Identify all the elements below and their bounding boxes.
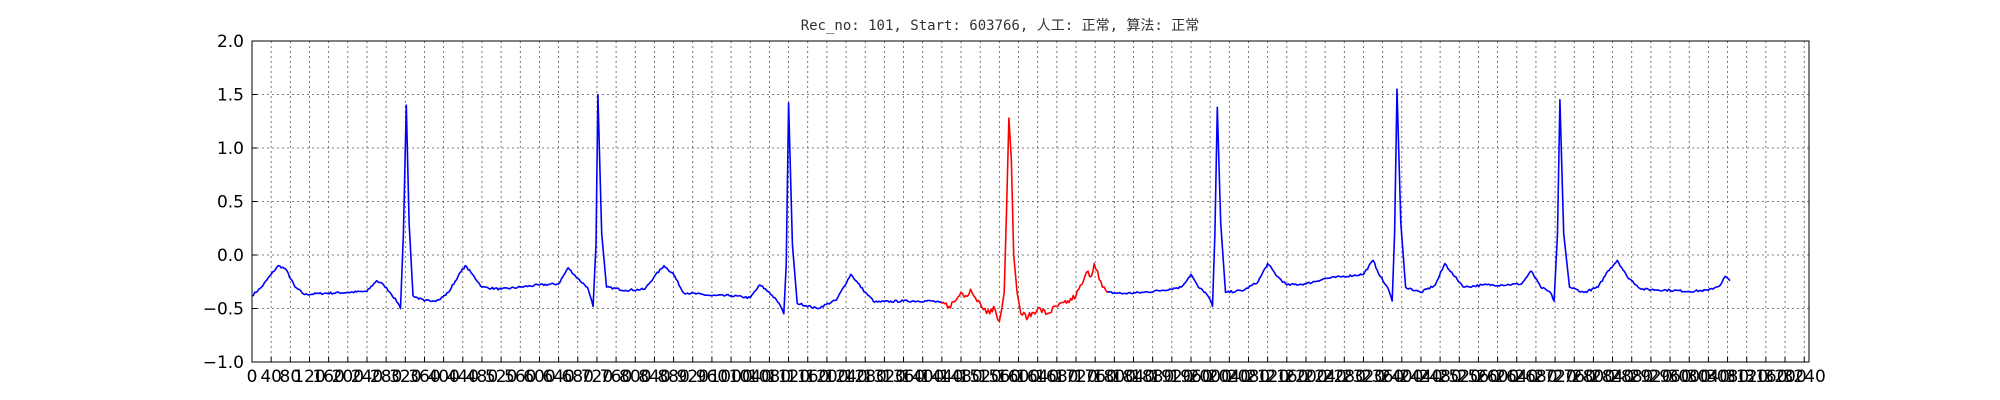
x-tick-label: 1960 <box>1169 367 1212 387</box>
x-tick-label: 2600 <box>1476 367 1519 387</box>
x-tick-label: 2840 <box>1591 367 1634 387</box>
x-tick-label: 2920 <box>1629 367 1672 387</box>
y-axis-ticks: 2.0 1.5 1.0 0.5 0.0 −0.5 −1.0 <box>203 32 257 373</box>
x-tick-label: 560 <box>504 367 536 387</box>
x-tick-label: 320 <box>389 367 421 387</box>
x-tick-label: 280 <box>370 367 402 387</box>
x-tick-label: 1120 <box>767 367 810 387</box>
x-tick-label: 2760 <box>1553 367 1596 387</box>
x-tick-label: 1200 <box>805 367 848 387</box>
x-tick-label: 2880 <box>1610 367 1653 387</box>
plot-frame <box>251 40 1810 363</box>
x-tick-label: 1640 <box>1016 367 1059 387</box>
x-tick-label: 2640 <box>1495 367 1538 387</box>
x-tick-label: 640 <box>542 367 574 387</box>
x-tick-label: 2240 <box>1303 367 1346 387</box>
x-tick-label: 1880 <box>1131 367 1174 387</box>
x-tick-label: 200 <box>332 367 364 387</box>
x-tick-label: 1000 <box>709 367 752 387</box>
x-tick-label: 1840 <box>1112 367 1155 387</box>
x-tick-label: 3000 <box>1668 367 1711 387</box>
x-tick-label: 120 <box>293 367 325 387</box>
x-tick-label: 2280 <box>1323 367 1366 387</box>
x-tick-label: 1520 <box>959 367 1002 387</box>
x-tick-label: 760 <box>600 367 632 387</box>
x-tick-label: 3080 <box>1706 367 1749 387</box>
x-tick-label: 80 <box>280 367 302 387</box>
x-tick-label: 1560 <box>978 367 1021 387</box>
x-tick-label: 1480 <box>939 367 982 387</box>
x-tick-label: 1080 <box>748 367 791 387</box>
x-tick-label: 1920 <box>1150 367 1193 387</box>
x-tick-label: 2040 <box>1208 367 1251 387</box>
y-tick-label: 2.0 <box>217 32 244 52</box>
grid <box>252 41 1809 362</box>
series-line-2 <box>1106 88 1731 308</box>
series-group <box>251 88 1731 323</box>
x-tick-label: 2520 <box>1438 367 1481 387</box>
y-tick-label: 1.0 <box>217 139 244 159</box>
y-tick-label: 0.5 <box>217 193 244 213</box>
series-line-1 <box>941 117 1108 323</box>
x-tick-label: 1280 <box>844 367 887 387</box>
x-tick-label: 2360 <box>1361 367 1404 387</box>
y-tick-label: −0.5 <box>203 300 244 320</box>
chart-title: Rec_no: 101, Start: 603766, 人工: 正常, 算法: … <box>801 18 1200 34</box>
x-tick-label: 3120 <box>1725 367 1768 387</box>
x-tick-label: 960 <box>696 367 728 387</box>
x-tick-label: 1240 <box>824 367 867 387</box>
x-tick-label: 3200 <box>1763 367 1806 387</box>
x-tick-label: 1360 <box>882 367 925 387</box>
x-tick-label: 2560 <box>1457 367 1500 387</box>
x-tick-label: 2200 <box>1284 367 1327 387</box>
x-tick-label: 2400 <box>1380 367 1423 387</box>
x-tick-label: 2480 <box>1418 367 1461 387</box>
x-tick-label: 2680 <box>1514 367 1557 387</box>
x-tick-label: 1400 <box>901 367 944 387</box>
x-tick-label: 840 <box>638 367 670 387</box>
x-tick-label: 2440 <box>1399 367 1442 387</box>
x-tick-label: 1680 <box>1035 367 1078 387</box>
x-tick-label: 0 <box>247 367 258 387</box>
x-tick-label: 1320 <box>863 367 906 387</box>
x-tick-label: 2160 <box>1265 367 1308 387</box>
x-tick-label: 800 <box>619 367 651 387</box>
y-tick-label: 1.5 <box>217 86 244 106</box>
x-tick-label: 40 <box>260 367 282 387</box>
x-tick-label: 1760 <box>1074 367 1117 387</box>
x-tick-label: 440 <box>447 367 479 387</box>
x-tick-label: 2320 <box>1342 367 1385 387</box>
x-tick-label: 880 <box>657 367 689 387</box>
x-tick-label: 2080 <box>1227 367 1270 387</box>
x-tick-label: 2800 <box>1572 367 1615 387</box>
x-tick-label: 2120 <box>1246 367 1289 387</box>
x-tick-label: 680 <box>562 367 594 387</box>
x-tick-label: 2960 <box>1648 367 1691 387</box>
x-tick-label: 600 <box>523 367 555 387</box>
x-tick-label: 1440 <box>920 367 963 387</box>
x-tick-label: 720 <box>581 367 613 387</box>
x-tick-label: 1040 <box>729 367 772 387</box>
x-tick-label: 3160 <box>1744 367 1787 387</box>
x-tick-label: 1600 <box>997 367 1040 387</box>
x-tick-label: 3240 <box>1783 367 1826 387</box>
x-tick-label: 920 <box>677 367 709 387</box>
x-tick-label: 520 <box>485 367 517 387</box>
x-axis-ticks: 0 408012016020024028032036040044048052056… <box>247 357 1826 387</box>
x-tick-label: 160 <box>312 367 344 387</box>
x-tick-label: 2720 <box>1533 367 1576 387</box>
x-tick-label: 3040 <box>1687 367 1730 387</box>
x-tick-label: 400 <box>427 367 459 387</box>
x-tick-label: 1160 <box>786 367 829 387</box>
x-tick-label: 2000 <box>1189 367 1232 387</box>
series-line-0 <box>251 93 943 315</box>
x-tick-label: 1800 <box>1093 367 1136 387</box>
y-tick-label: −1.0 <box>203 353 244 373</box>
x-tick-label: 1720 <box>1054 367 1097 387</box>
x-tick-label: 240 <box>351 367 383 387</box>
y-tick-label: 0.0 <box>217 246 244 266</box>
x-tick-label: 480 <box>466 367 498 387</box>
x-tick-label: 360 <box>408 367 440 387</box>
